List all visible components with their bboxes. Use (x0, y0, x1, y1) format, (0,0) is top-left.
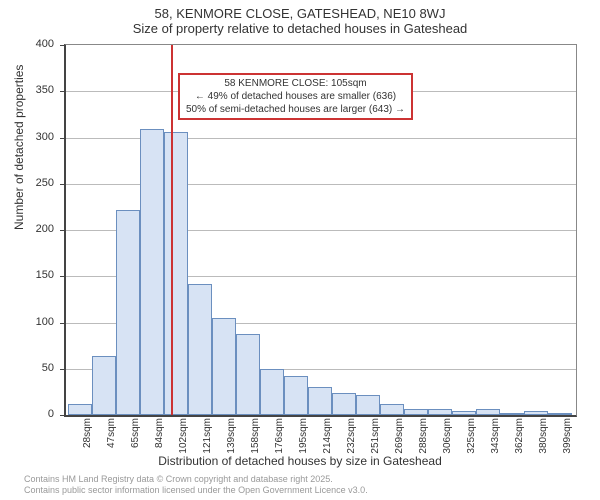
x-tick-label: 139sqm (226, 418, 237, 460)
histogram-bar (500, 413, 524, 415)
histogram-bar (188, 284, 212, 415)
x-tick-label: 102sqm (178, 418, 189, 460)
annotation-line: 50% of semi-detached houses are larger (… (186, 103, 405, 116)
histogram-bar (332, 393, 356, 415)
y-tick (60, 323, 66, 324)
chart-title: 58, KENMORE CLOSE, GATESHEAD, NE10 8WJ S… (0, 0, 600, 36)
x-tick-label: 214sqm (322, 418, 333, 460)
histogram-bar (140, 129, 164, 415)
plot-area: 58 KENMORE CLOSE: 105sqm← 49% of detache… (64, 44, 577, 417)
x-tick-label: 176sqm (274, 418, 285, 460)
x-tick-label: 195sqm (298, 418, 309, 460)
x-tick-label: 84sqm (154, 418, 165, 460)
footer-text: Contains HM Land Registry data © Crown c… (24, 474, 368, 496)
y-tick-label: 50 (14, 362, 54, 374)
y-tick (60, 91, 66, 92)
title-line-2: Size of property relative to detached ho… (0, 21, 600, 36)
histogram-bar (284, 376, 308, 415)
annotation-line: ← 49% of detached houses are smaller (63… (186, 90, 405, 103)
x-tick-label: 399sqm (562, 418, 573, 460)
y-tick-label: 350 (14, 84, 54, 96)
y-tick (60, 184, 66, 185)
x-tick-label: 380sqm (538, 418, 549, 460)
x-tick-label: 343sqm (490, 418, 501, 460)
y-tick (60, 230, 66, 231)
y-tick-label: 300 (14, 131, 54, 143)
chart-container: 58, KENMORE CLOSE, GATESHEAD, NE10 8WJ S… (0, 0, 600, 500)
y-tick-label: 400 (14, 38, 54, 50)
histogram-bar (116, 210, 140, 415)
histogram-bar (212, 318, 236, 415)
histogram-bar (164, 132, 188, 415)
y-tick (60, 415, 66, 416)
histogram-bar (548, 413, 572, 415)
y-tick-label: 100 (14, 316, 54, 328)
x-tick-label: 28sqm (82, 418, 93, 460)
x-tick-label: 232sqm (346, 418, 357, 460)
y-tick (60, 138, 66, 139)
x-tick-label: 158sqm (250, 418, 261, 460)
histogram-bar (476, 409, 500, 415)
x-tick-label: 288sqm (418, 418, 429, 460)
annotation-line: 58 KENMORE CLOSE: 105sqm (186, 77, 405, 90)
y-tick-label: 200 (14, 223, 54, 235)
histogram-bar (92, 356, 116, 415)
x-tick-label: 47sqm (106, 418, 117, 460)
y-tick (60, 276, 66, 277)
histogram-bar (356, 395, 380, 415)
histogram-bar (68, 404, 92, 415)
x-tick-label: 362sqm (514, 418, 525, 460)
histogram-bar (404, 409, 428, 415)
histogram-bar (260, 369, 284, 415)
annotation-box: 58 KENMORE CLOSE: 105sqm← 49% of detache… (178, 73, 413, 120)
y-tick-label: 0 (14, 408, 54, 420)
histogram-bar (524, 411, 548, 415)
histogram-bar (380, 404, 404, 415)
title-line-1: 58, KENMORE CLOSE, GATESHEAD, NE10 8WJ (0, 6, 600, 21)
x-tick-label: 251sqm (370, 418, 381, 460)
x-tick-label: 306sqm (442, 418, 453, 460)
x-tick-label: 325sqm (466, 418, 477, 460)
footer-line-1: Contains HM Land Registry data © Crown c… (24, 474, 368, 485)
x-tick-label: 121sqm (202, 418, 213, 460)
footer-line-2: Contains public sector information licen… (24, 485, 368, 496)
y-tick-label: 250 (14, 177, 54, 189)
x-tick-label: 65sqm (130, 418, 141, 460)
histogram-bar (308, 387, 332, 415)
histogram-bar (236, 334, 260, 415)
histogram-bar (428, 409, 452, 415)
property-marker-line (171, 45, 173, 415)
histogram-bar (452, 411, 476, 415)
y-tick-label: 150 (14, 269, 54, 281)
x-tick-label: 269sqm (394, 418, 405, 460)
y-tick (60, 369, 66, 370)
y-tick (60, 45, 66, 46)
